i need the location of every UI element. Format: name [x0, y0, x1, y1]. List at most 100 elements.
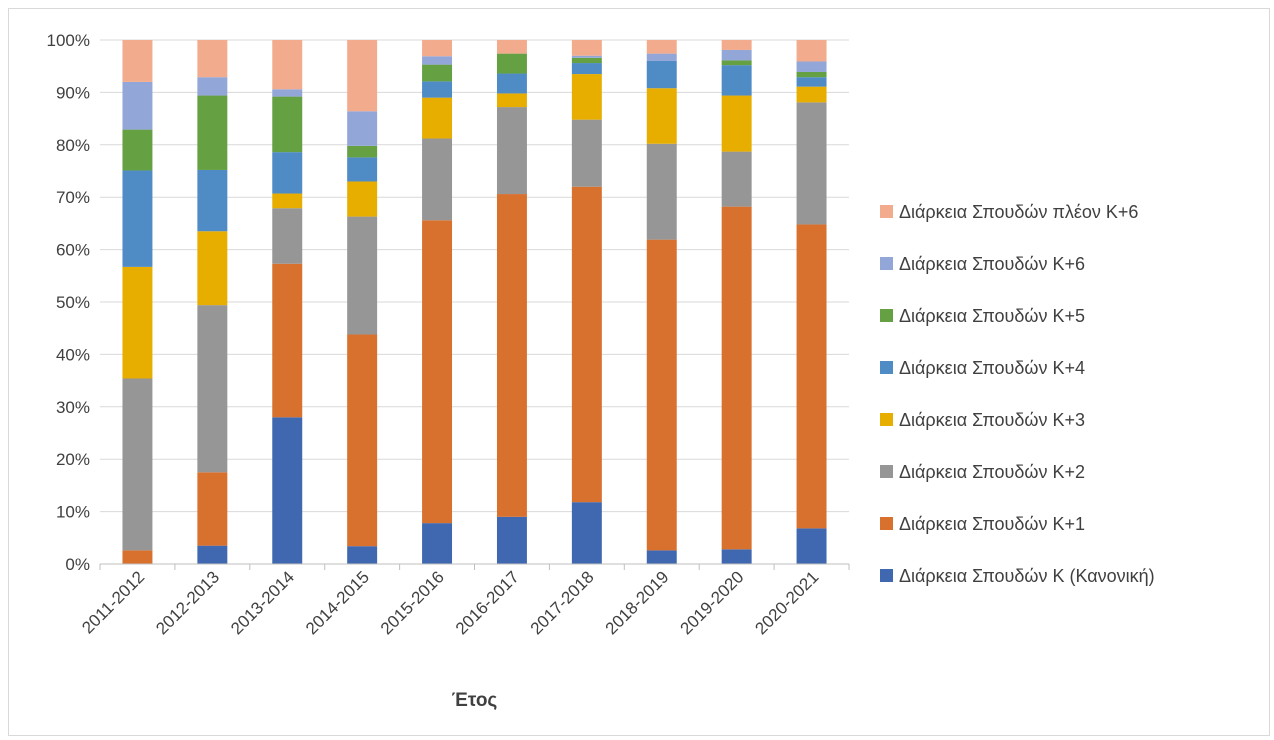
- bar-segment: [422, 64, 453, 82]
- bar-segment: [122, 378, 153, 551]
- bar-segment: [796, 61, 827, 72]
- legend-label: Διάρκεια Σπουδών Κ+5: [899, 306, 1085, 326]
- bar-segment: [197, 472, 228, 546]
- bar-segment: [496, 93, 527, 108]
- bar-segment: [197, 77, 228, 96]
- y-tick-label: 80%: [56, 136, 90, 155]
- y-tick-label: 90%: [56, 83, 90, 102]
- bar-segment: [122, 266, 153, 379]
- bar-segment: [796, 102, 827, 225]
- bar-segment: [496, 516, 527, 564]
- bar-segment: [422, 81, 453, 98]
- bar-segment: [796, 528, 827, 564]
- y-tick-label: 50%: [56, 293, 90, 312]
- x-tick-label: 2020-2021: [751, 567, 822, 638]
- bar-segment: [197, 95, 228, 170]
- bar-segment: [122, 170, 153, 267]
- x-tick-label: 2011-2012: [78, 567, 148, 637]
- x-axis-ticks: 2011-2012 2012-2013 2013-2014 2014-2015 2015…: [78, 564, 850, 638]
- bar-segment: [272, 208, 303, 264]
- bar-segment: [347, 546, 378, 564]
- x-tick-label: 2019-2020: [677, 567, 748, 638]
- bar-segment: [272, 89, 303, 97]
- bar-segment: [496, 53, 527, 74]
- bar-segment: [721, 151, 752, 207]
- legend-swatch: [880, 465, 893, 478]
- legend-swatch: [880, 361, 893, 374]
- bar-segment: [197, 40, 228, 78]
- bar-segment: [721, 60, 752, 66]
- bar-segment: [721, 65, 752, 96]
- bar-segment: [571, 57, 602, 64]
- bar-segment: [571, 186, 602, 503]
- y-tick-label: 60%: [56, 241, 90, 260]
- bar-segment: [721, 549, 752, 564]
- y-axis-ticks: 0% 10% 20% 30% 40% 50% 60% 70% 80% 90% 100%: [47, 31, 90, 574]
- legend: Διάρκεια Σπουδών πλέον Κ+6 Διάρκεια Σπουδ…: [880, 202, 1155, 586]
- legend-label: Διάρκεια Σπουδών Κ+3: [899, 410, 1085, 430]
- bar-segment: [571, 55, 602, 58]
- bar-segment: [347, 111, 378, 146]
- bar-segment: [347, 216, 378, 335]
- bar-segment: [422, 56, 453, 65]
- bar-segment: [496, 73, 527, 94]
- bar-segment: [796, 71, 827, 78]
- bar-segment: [197, 545, 228, 564]
- bar-segment: [197, 169, 228, 232]
- bar-segment: [347, 145, 378, 158]
- bar-segment: [272, 417, 303, 564]
- legend-swatch: [880, 413, 893, 426]
- x-axis-title: Έτος: [452, 690, 498, 711]
- bar-segment: [422, 220, 453, 524]
- y-tick-label: 40%: [56, 345, 90, 364]
- bar-segment: [496, 40, 527, 54]
- bar-segment: [796, 40, 827, 62]
- legend-label: Διάρκεια Σπουδών Κ (Κανονική): [899, 566, 1155, 586]
- bar-segment: [721, 40, 752, 50]
- bar-segment: [347, 157, 378, 182]
- y-tick-label: 20%: [56, 450, 90, 469]
- legend-label: Διάρκεια Σπουδών πλέον Κ+6: [899, 202, 1138, 222]
- legend-swatch: [880, 309, 893, 322]
- legend-swatch: [880, 205, 893, 218]
- x-tick-label: 2017-2018: [527, 567, 598, 638]
- legend-swatch: [880, 517, 893, 530]
- x-tick-label: 2014-2015: [302, 567, 373, 638]
- y-tick-label: 0%: [65, 555, 90, 574]
- bar-segment: [496, 194, 527, 517]
- bar-segment: [272, 263, 303, 418]
- x-tick-label: 2013-2014: [227, 567, 298, 638]
- legend-label: Διάρκεια Σπουδών Κ+6: [899, 254, 1085, 274]
- bar-segment: [646, 550, 677, 564]
- y-tick-label: 30%: [56, 398, 90, 417]
- bar-segment: [646, 143, 677, 240]
- bar-segment: [272, 40, 303, 90]
- bar-segment: [721, 206, 752, 550]
- legend-swatch: [880, 569, 893, 582]
- bar-segment: [571, 74, 602, 120]
- x-tick-label: 2012-2013: [152, 567, 223, 638]
- y-tick-label: 70%: [56, 188, 90, 207]
- bar-segment: [347, 334, 378, 547]
- bar-segment: [197, 231, 228, 306]
- bar-segment: [721, 95, 752, 152]
- x-tick-label: 2015-2016: [377, 567, 448, 638]
- bar-segment: [571, 40, 602, 56]
- bar-segment: [272, 193, 303, 209]
- bars: [122, 40, 827, 564]
- x-tick-label: 2016-2017: [452, 567, 523, 638]
- bar-segment: [646, 53, 677, 61]
- bar-segment: [422, 40, 453, 57]
- legend-label: Διάρκεια Σπουδών Κ+4: [899, 358, 1085, 378]
- bar-segment: [197, 305, 228, 473]
- bar-segment: [571, 119, 602, 187]
- bar-segment: [122, 129, 153, 171]
- bar-segment: [272, 96, 303, 153]
- legend-swatch: [880, 257, 893, 270]
- bar-segment: [496, 107, 527, 195]
- bar-segment: [347, 40, 378, 112]
- bar-segment: [646, 60, 677, 89]
- bar-segment: [347, 181, 378, 217]
- bar-segment: [122, 550, 153, 564]
